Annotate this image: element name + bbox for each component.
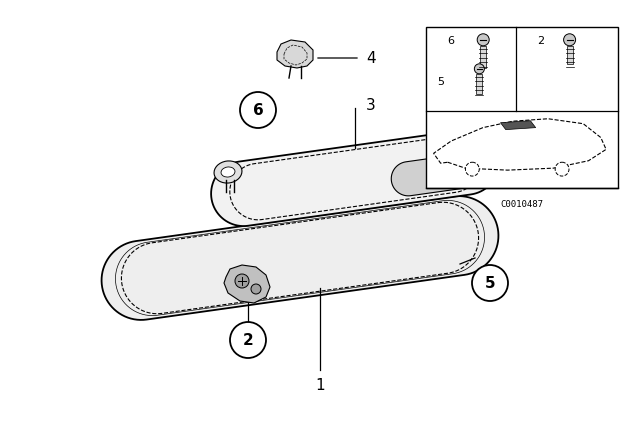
Polygon shape	[391, 154, 479, 196]
Circle shape	[230, 322, 266, 358]
Text: 5: 5	[484, 276, 495, 290]
Circle shape	[475, 167, 483, 175]
Text: 6: 6	[447, 36, 454, 47]
Bar	[426, 27, 618, 188]
Circle shape	[461, 173, 469, 181]
Polygon shape	[277, 40, 313, 68]
Polygon shape	[566, 46, 573, 64]
Polygon shape	[500, 121, 536, 129]
Text: 1: 1	[315, 378, 325, 393]
Circle shape	[465, 162, 479, 176]
Circle shape	[475, 179, 483, 187]
Circle shape	[564, 34, 575, 46]
Text: 2: 2	[243, 332, 253, 348]
Circle shape	[477, 34, 489, 46]
Text: 3: 3	[366, 98, 376, 112]
Polygon shape	[211, 130, 499, 226]
Polygon shape	[480, 46, 486, 68]
Text: 6: 6	[253, 103, 264, 117]
Circle shape	[235, 274, 249, 288]
Circle shape	[472, 265, 508, 301]
Circle shape	[474, 64, 484, 74]
Text: 5: 5	[438, 77, 444, 87]
Ellipse shape	[221, 167, 235, 177]
Text: 4: 4	[366, 51, 376, 65]
Text: 2: 2	[537, 36, 545, 47]
Polygon shape	[224, 265, 270, 303]
Circle shape	[240, 92, 276, 128]
Ellipse shape	[214, 161, 242, 183]
Polygon shape	[102, 196, 499, 320]
Polygon shape	[476, 74, 483, 94]
Text: C0010487: C0010487	[500, 200, 543, 209]
Circle shape	[555, 162, 569, 176]
Circle shape	[251, 284, 261, 294]
